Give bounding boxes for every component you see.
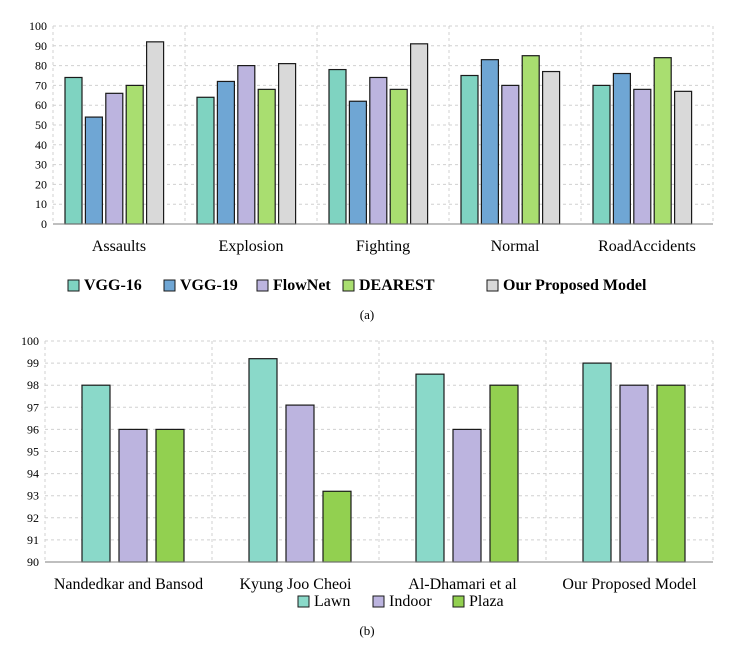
y-tick-label: 30: [35, 158, 47, 172]
legend-label: VGG-19: [180, 277, 238, 294]
y-tick-label: 50: [35, 118, 47, 132]
bar-our-proposed-model: [146, 41, 165, 225]
legend-swatch: [452, 595, 465, 608]
chart-b: 90 91 92 93 94 95 96 97 98 99 100 Nandedkar and Ban…: [21, 334, 714, 638]
legend-swatch: [372, 595, 385, 608]
y-tick-label: 100: [21, 334, 39, 348]
x-tick-label: Explosion: [219, 238, 284, 255]
bar-indoor: [285, 404, 315, 563]
bar-dearest: [125, 84, 144, 225]
legend-label: DEAREST: [359, 277, 435, 294]
bar-vgg-16: [592, 84, 611, 225]
legend-swatch: [163, 279, 176, 292]
legend-label: VGG-16: [84, 277, 142, 294]
bar-vgg-16: [64, 76, 83, 225]
legend-label: Lawn: [314, 593, 350, 610]
y-tick-label: 20: [35, 177, 47, 191]
x-tick-label: Al-Dhamari et al: [408, 576, 517, 593]
bar-dearest: [257, 88, 276, 225]
bar-vgg-16: [328, 68, 347, 225]
bar-flownet: [237, 64, 256, 225]
bar-flownet: [105, 92, 124, 225]
bar-indoor: [619, 384, 649, 563]
bar-plaza: [489, 384, 519, 563]
y-tick-label: 97: [27, 400, 39, 414]
y-tick-label: 94: [27, 467, 39, 481]
legend-label: FlowNet: [273, 277, 331, 294]
x-tick-label: Kyung Joo Cheoi: [240, 576, 353, 593]
legend-swatch: [256, 279, 269, 292]
y-tick-label: 91: [27, 533, 39, 547]
y-tick-label: 0: [41, 217, 47, 231]
x-tick-label: Normal: [491, 238, 540, 255]
bar-vgg-19: [348, 100, 367, 225]
y-tick-label: 98: [27, 378, 39, 392]
bar-vgg-19: [612, 72, 632, 225]
legend-swatch: [297, 595, 310, 608]
bar-indoor: [118, 428, 148, 563]
legend-label: Plaza: [469, 593, 504, 610]
bar-lawn: [582, 362, 612, 563]
y-tick-label: 100: [29, 19, 47, 33]
bar-vgg-19: [84, 116, 104, 225]
bar-lawn: [415, 373, 445, 563]
x-tick-label: Nandedkar and Bansod: [54, 576, 203, 593]
x-tick-label: RoadAccidents: [598, 238, 696, 255]
bar-plaza: [322, 490, 352, 563]
x-tick-label: Fighting: [356, 238, 410, 255]
chart-caption: (a): [360, 307, 374, 322]
y-tick-label: 99: [27, 356, 39, 370]
bar-lawn: [248, 358, 278, 563]
bar-dearest: [521, 55, 540, 225]
y-tick-label: 96: [27, 422, 39, 436]
bar-our-proposed-model: [673, 90, 693, 225]
y-tick-label: 90: [27, 555, 39, 569]
bar-vgg-19: [480, 59, 499, 225]
y-tick-label: 60: [35, 98, 47, 112]
legend-swatch: [67, 279, 80, 292]
y-tick-label: 70: [35, 78, 47, 92]
bar-plaza: [656, 384, 686, 563]
bar-dearest: [653, 57, 672, 225]
bar-plaza: [155, 428, 185, 563]
chart-caption: (b): [359, 623, 374, 638]
bar-our-proposed-model: [278, 63, 297, 225]
legend-label: Indoor: [389, 593, 432, 610]
legend-swatch: [486, 279, 499, 292]
x-tick-label: Our Proposed Model: [562, 576, 697, 593]
bar-flownet: [501, 84, 520, 225]
legend-label: Our Proposed Model: [503, 277, 647, 294]
bar-vgg-16: [196, 96, 215, 225]
y-tick-label: 90: [35, 39, 47, 53]
x-tick-label: Assaults: [92, 238, 146, 255]
y-tick-label: 95: [27, 445, 39, 459]
y-tick-label: 10: [35, 197, 47, 211]
bar-flownet: [369, 76, 388, 225]
chart-a: 0 10 20 30 40 50 60 70 80 90 100 Assaults Explosion F…: [29, 19, 714, 322]
y-tick-label: 40: [35, 138, 47, 152]
bar-our-proposed-model: [410, 43, 429, 225]
legend-swatch: [342, 279, 355, 292]
bar-vgg-16: [460, 74, 479, 225]
bar-vgg-19: [216, 80, 235, 225]
y-tick-label: 92: [27, 511, 39, 525]
bar-flownet: [633, 88, 652, 225]
bar-lawn: [81, 384, 111, 563]
bar-our-proposed-model: [541, 70, 561, 225]
bar-dearest: [389, 88, 408, 225]
y-tick-label: 80: [35, 59, 47, 73]
y-tick-label: 93: [27, 489, 39, 503]
bar-indoor: [452, 428, 482, 563]
